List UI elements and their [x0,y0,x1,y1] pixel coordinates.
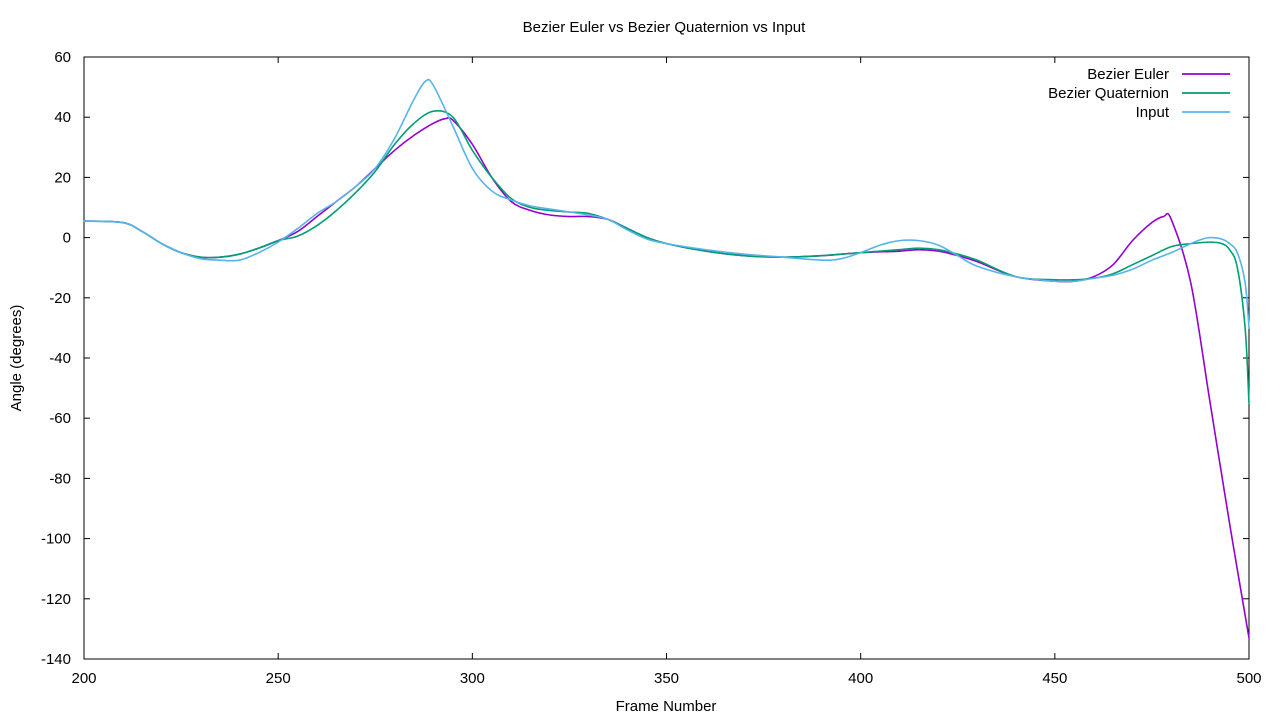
y-tick-label: 60 [54,49,71,66]
y-tick-label: 40 [54,109,71,126]
y-tick-label: 0 [63,230,71,247]
x-tick-label: 350 [654,670,679,687]
plot-frame [83,56,1250,660]
legend: Bezier Euler Bezier Quaternion Input [1048,66,1230,121]
x-tick-label: 500 [1236,670,1261,687]
y-axis-title: Angle (degrees) [8,305,25,412]
y-tick-label: -40 [49,350,71,367]
y-tick-label: -140 [41,651,71,668]
chart-title: Bezier Euler vs Bezier Quaternion vs Inp… [523,19,806,36]
legend-label-input: Input [1136,104,1170,121]
y-tick-label: -20 [49,290,71,307]
series-line-bezier-euler [83,116,1250,639]
series-line-input [83,78,1250,329]
legend-label-bezier-euler: Bezier Euler [1087,66,1169,83]
x-tick-label: 250 [266,670,291,687]
series-line-bezier-quaternion [83,109,1250,404]
series-lines [83,78,1250,639]
x-tick-label: 200 [71,670,96,687]
x-axis-title: Frame Number [616,698,717,715]
x-tick-label: 400 [848,670,873,687]
y-tick-label: 20 [54,169,71,186]
x-tick-label: 450 [1042,670,1067,687]
legend-label-bezier-quaternion: Bezier Quaternion [1048,85,1169,102]
y-tick-label: -120 [41,591,71,608]
x-tick-label: 300 [460,670,485,687]
y-tick-label: -60 [49,410,71,427]
axis-ticks: 200 250 300 350 400 450 500-140-120-100-80-60-… [41,49,1262,687]
y-tick-label: -80 [49,470,71,487]
y-tick-label: -100 [41,531,71,548]
